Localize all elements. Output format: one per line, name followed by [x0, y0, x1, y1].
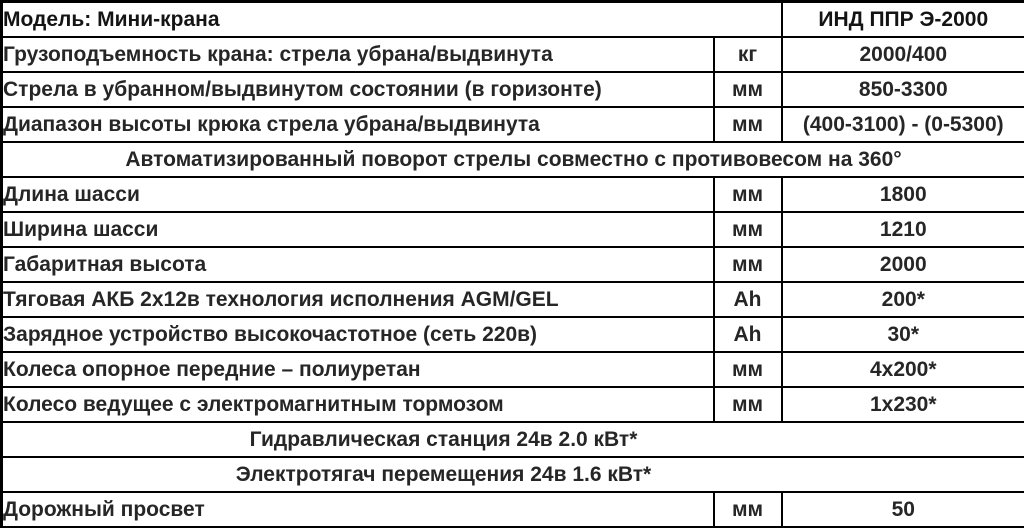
table-row-hydraulic-station: Гидравлическая станция 24в 2.0 кВт*: [0, 421, 1024, 458]
spec-unit: мм: [712, 386, 783, 423]
table-row-chassis-width: Ширина шасси мм 1210: [0, 211, 1024, 248]
spec-label: Грузоподъемность крана: стрела убрана/вы…: [0, 36, 715, 73]
table-row-ground-clearance: Дорожный просвет мм 50: [0, 491, 1024, 528]
spec-unit: Ah: [712, 316, 783, 353]
table-row-overall-height: Габаритная высота мм 2000: [0, 246, 1024, 283]
spec-label: Ширина шасси: [0, 211, 715, 248]
spec-unit: мм: [712, 351, 783, 388]
spec-label: Диапазон высоты крюка стрела убрана/выдв…: [0, 106, 715, 143]
spec-unit: мм: [712, 71, 783, 108]
spec-value: (400-3100) - (0-5300): [780, 106, 1024, 143]
spec-unit: мм: [712, 176, 783, 213]
spec-value: 2000: [780, 246, 1024, 283]
table-row-hook-height: Диапазон высоты крюка стрела убрана/выдв…: [0, 106, 1024, 143]
spec-value: 1x230*: [780, 386, 1024, 423]
spec-unit: мм: [712, 246, 783, 283]
table-row-boom-length: Стрела в убранном/выдвинутом состоянии (…: [0, 71, 1024, 108]
model-label: Модель: Мини-крана: [0, 0, 783, 38]
table-row-battery: Тяговая АКБ 2х12в технология исполнения …: [0, 281, 1024, 318]
spec-label: Стрела в убранном/выдвинутом состоянии (…: [0, 71, 715, 108]
table-row-model-header: Модель: Мини-крана ИНД ППР Э-2000: [0, 0, 1024, 38]
spec-unit: кг: [712, 36, 783, 73]
merged-note: Гидравлическая станция 24в 2.0 кВт*: [0, 421, 1024, 458]
spec-value: 200*: [780, 281, 1024, 318]
merged-note: Электротягач перемещения 24в 1.6 кВт*: [0, 456, 1024, 493]
spec-value: 850-3300: [780, 71, 1024, 108]
spec-unit: Ah: [712, 281, 783, 318]
spec-unit: мм: [712, 106, 783, 143]
table-row-charger: Зарядное устройство высокочастотное (сет…: [0, 316, 1024, 353]
spec-value: 2000/400: [780, 36, 1024, 73]
spec-value: 1210: [780, 211, 1024, 248]
spec-label: Колесо ведущее с электромагнитным тормоз…: [0, 386, 715, 423]
spec-label: Габаритная высота: [0, 246, 715, 283]
spec-value: 4x200*: [780, 351, 1024, 388]
spec-unit: мм: [712, 211, 783, 248]
spec-value: 1800: [780, 176, 1024, 213]
table-row-electric-tug: Электротягач перемещения 24в 1.6 кВт*: [0, 456, 1024, 493]
spec-label: Дорожный просвет: [0, 491, 715, 528]
model-value: ИНД ППР Э-2000: [780, 0, 1024, 38]
spec-unit: мм: [712, 491, 783, 528]
merged-note: Автоматизированный поворот стрелы совмес…: [0, 141, 1024, 178]
spec-label: Зарядное устройство высокочастотное (сет…: [0, 316, 715, 353]
spec-label: Колеса опорное передние – полиуретан: [0, 351, 715, 388]
spec-label: Длина шасси: [0, 176, 715, 213]
spec-value: 50: [780, 491, 1024, 528]
spec-value: 30*: [780, 316, 1024, 353]
table-row-front-wheels: Колеса опорное передние – полиуретан мм …: [0, 351, 1024, 388]
table-row-capacity: Грузоподъемность крана: стрела убрана/вы…: [0, 36, 1024, 73]
table-row-drive-wheel: Колесо ведущее с электромагнитным тормоз…: [0, 386, 1024, 423]
spec-label: Тяговая АКБ 2х12в технология исполнения …: [0, 281, 715, 318]
table-row-chassis-length: Длина шасси мм 1800: [0, 176, 1024, 213]
table-row-rotation-note: Автоматизированный поворот стрелы совмес…: [0, 141, 1024, 178]
